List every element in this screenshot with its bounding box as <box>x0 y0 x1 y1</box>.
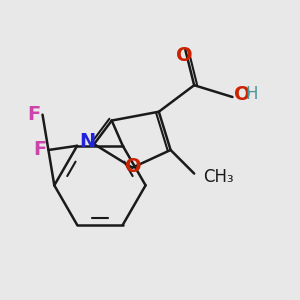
Text: F: F <box>27 105 40 124</box>
Text: O: O <box>124 157 141 176</box>
Text: N: N <box>80 132 96 151</box>
Text: H: H <box>246 85 258 103</box>
Text: O: O <box>234 85 250 104</box>
Text: CH₃: CH₃ <box>203 167 234 185</box>
Text: O: O <box>176 46 192 65</box>
Text: F: F <box>33 140 46 160</box>
